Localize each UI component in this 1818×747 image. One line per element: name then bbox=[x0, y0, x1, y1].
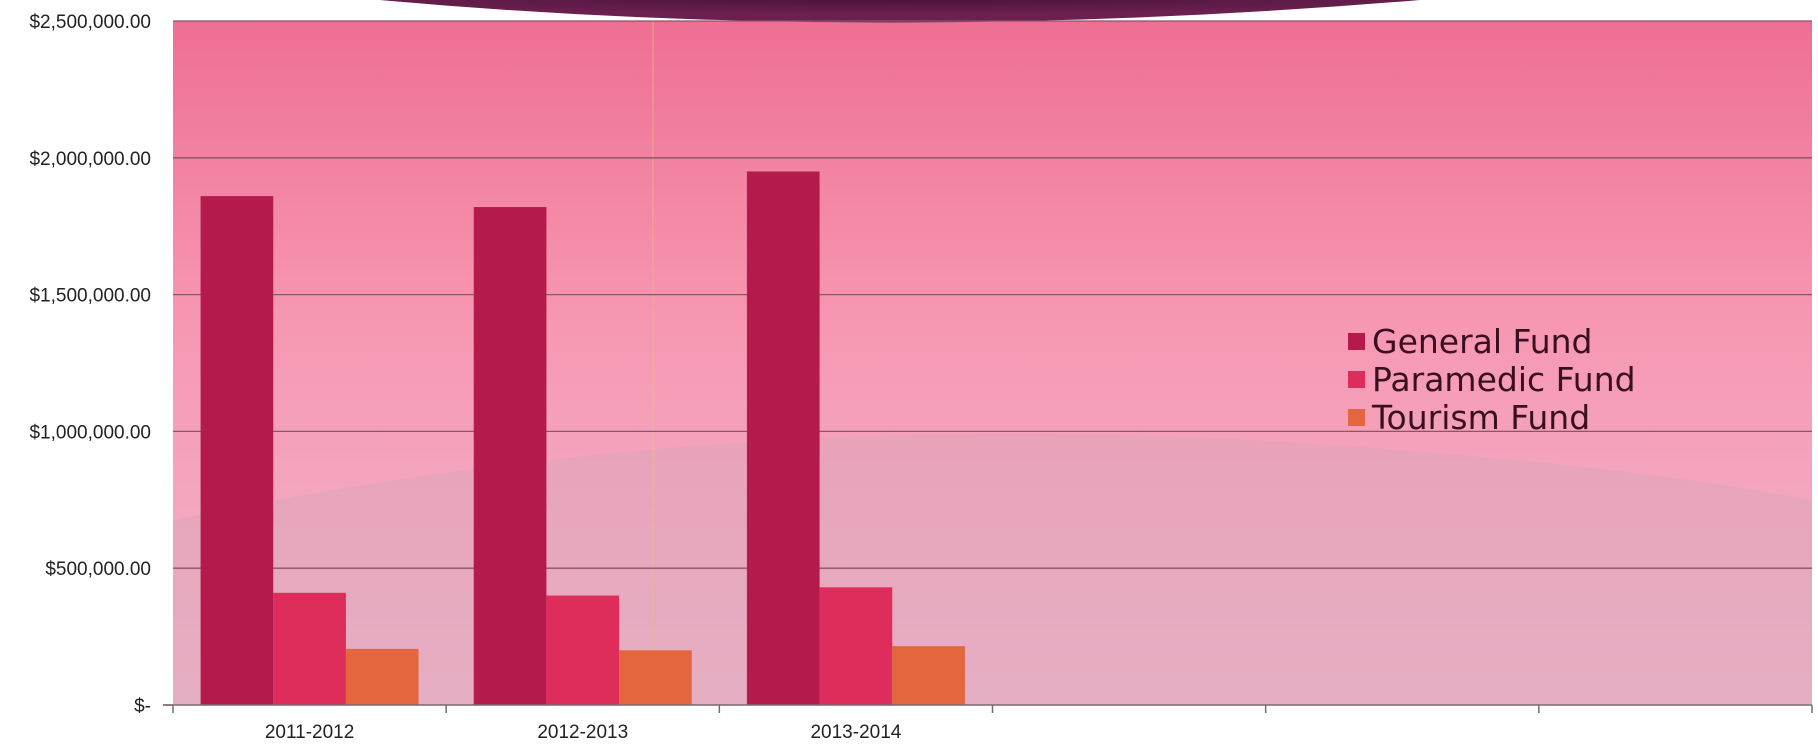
bar-tourism-fund bbox=[345, 648, 419, 705]
legend-swatch-tourism-fund bbox=[1348, 408, 1365, 426]
y-tick-label: $- bbox=[134, 696, 151, 717]
decorative-top-shape bbox=[380, 0, 1420, 23]
y-tick-label: $1,500,000.00 bbox=[29, 286, 151, 307]
legend-swatch-general-fund bbox=[1348, 332, 1365, 350]
plot-area bbox=[173, 21, 1812, 705]
bar-general-fund bbox=[746, 171, 820, 706]
legend: General Fund Paramedic Fund Tourism Fund bbox=[1348, 321, 1636, 437]
legend-item-general-fund: General Fund bbox=[1348, 321, 1636, 361]
x-tick-label: 2012-2013 bbox=[537, 722, 628, 742]
bars bbox=[200, 171, 965, 706]
x-tick-labels: 2011-2012 2012-2013 2013-2014 bbox=[265, 722, 902, 743]
x-tick-label: 2011-2012 bbox=[265, 722, 354, 742]
bar-paramedic-fund bbox=[273, 592, 346, 705]
bar-general-fund bbox=[200, 196, 274, 705]
y-tick-label: $500,000.00 bbox=[45, 559, 151, 580]
bar-general-fund bbox=[473, 207, 547, 705]
bar-paramedic-fund bbox=[546, 595, 620, 705]
y-tick-label: $1,000,000.00 bbox=[29, 422, 151, 443]
y-tick-label: $2,000,000.00 bbox=[29, 149, 151, 170]
legend-item-paramedic-fund: Paramedic Fund bbox=[1348, 359, 1636, 399]
y-tick-label: $2,500,000.00 bbox=[29, 12, 151, 33]
bar-tourism-fund bbox=[619, 650, 692, 705]
legend-label-paramedic-fund: Paramedic Fund bbox=[1372, 359, 1636, 399]
y-tick-labels: $- $500,000.00 $1,000,000.00 $1,500,000.00 $… bbox=[29, 12, 151, 717]
legend-label-general-fund: General Fund bbox=[1372, 321, 1593, 361]
x-tick-label: 2013-2014 bbox=[810, 722, 901, 742]
legend-item-tourism-fund: Tourism Fund bbox=[1348, 397, 1636, 437]
axes bbox=[163, 704, 1813, 713]
bar-paramedic-fund bbox=[819, 587, 893, 705]
legend-swatch-paramedic-fund bbox=[1348, 370, 1365, 388]
bar-tourism-fund bbox=[892, 646, 965, 705]
gridlines bbox=[173, 20, 1812, 569]
legend-label-tourism-fund: Tourism Fund bbox=[1372, 397, 1591, 437]
